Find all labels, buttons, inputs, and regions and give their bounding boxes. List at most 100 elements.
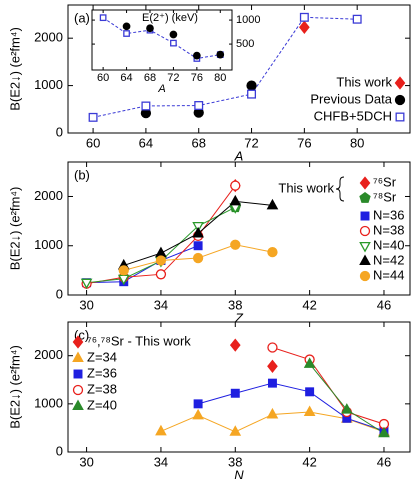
marker	[229, 338, 241, 352]
x-tick-label: 68	[191, 135, 205, 150]
marker	[378, 426, 390, 438]
legend-marker	[359, 270, 371, 282]
marker	[193, 241, 203, 251]
y-tick-label: 1000	[34, 237, 63, 252]
marker	[118, 265, 129, 276]
y-tick-label: 1000	[34, 77, 63, 92]
legend-label: Previous Data	[310, 91, 392, 106]
marker	[267, 342, 278, 353]
y-tick-label: 2000	[34, 30, 63, 45]
marker	[303, 405, 316, 417]
y-axis-title: B(E2↓) (e²fm⁴)	[7, 27, 22, 111]
marker	[299, 20, 310, 34]
legend-label: N=40	[373, 237, 404, 252]
x-axis-title: A	[234, 148, 244, 163]
marker	[155, 269, 167, 280]
x-tick-label: 64	[139, 135, 153, 150]
y-tick-label: 0	[56, 286, 63, 301]
marker	[229, 194, 242, 206]
marker	[141, 101, 151, 111]
legend-label: ⁷⁶Sr	[373, 174, 397, 189]
marker	[266, 198, 279, 210]
marker	[192, 408, 204, 420]
legend-marker	[394, 94, 406, 106]
marker	[267, 246, 278, 258]
marker	[247, 89, 257, 99]
y-tick-label: 2000	[34, 188, 63, 203]
marker	[123, 30, 130, 37]
y-tick-label: 500	[236, 38, 254, 50]
y-axis-title: B(E2↓) (e²fm⁴)	[7, 345, 22, 429]
marker	[230, 388, 240, 398]
marker	[352, 14, 362, 24]
x-tick-label: 60	[97, 72, 109, 84]
panel-label: (a)	[74, 10, 90, 25]
y-tick-label: 1000	[34, 395, 63, 410]
brace	[335, 176, 345, 202]
x-axis-title: N	[234, 467, 244, 479]
x-tick-label: 42	[302, 297, 316, 312]
legend-label: ⁷⁸Sr	[373, 189, 397, 204]
marker	[299, 12, 309, 22]
plot-frame	[91, 9, 233, 71]
x-tick-label: 68	[144, 72, 156, 84]
marker	[267, 378, 277, 388]
marker	[155, 255, 167, 266]
y-axis-title: E(2⁺) (keV)	[142, 12, 198, 24]
panel-label: (b)	[74, 167, 90, 182]
legend-marker	[359, 225, 371, 237]
series-line	[197, 382, 385, 432]
legend-label: Z=40	[87, 397, 117, 412]
legend-label: N=44	[373, 267, 404, 282]
series-line	[272, 347, 385, 425]
marker	[99, 14, 107, 22]
y-tick-label: 2000	[34, 347, 63, 362]
marker	[192, 252, 204, 264]
x-tick-label: 46	[377, 454, 391, 469]
legend-label: N=36	[373, 207, 404, 222]
series-line	[102, 17, 221, 60]
x-tick-label: 46	[377, 297, 391, 312]
legend-marker	[359, 254, 371, 266]
y-axis-title: B(E2↓) (e²fm⁴)	[7, 187, 22, 271]
marker	[80, 278, 93, 290]
legend-label: N=38	[373, 222, 404, 237]
marker	[193, 399, 203, 409]
x-tick-label: 38	[228, 297, 242, 312]
marker	[229, 425, 242, 436]
marker	[267, 359, 278, 373]
legend-label: Z=36	[87, 365, 117, 380]
series-line	[92, 16, 358, 118]
legend-marker	[394, 76, 406, 90]
x-tick-label: 60	[86, 135, 100, 150]
legend-label: N=42	[373, 252, 404, 267]
x-axis-title: A	[157, 83, 165, 95]
marker	[266, 407, 279, 419]
x-axis-title: Z	[234, 310, 244, 325]
legend-marker	[72, 335, 84, 349]
legend-label: Z=38	[87, 381, 117, 396]
y-tick-label: 0	[56, 443, 63, 458]
x-tick-label: 64	[120, 72, 132, 84]
legend-marker	[359, 192, 371, 203]
x-tick-label: 34	[154, 297, 168, 312]
x-tick-label: 72	[244, 135, 258, 150]
marker	[194, 101, 204, 110]
marker	[340, 403, 353, 414]
marker	[88, 112, 98, 122]
marker	[230, 239, 241, 250]
x-tick-label: 80	[214, 72, 226, 84]
x-tick-label: 76	[191, 72, 203, 84]
marker	[193, 51, 201, 60]
marker	[155, 424, 167, 436]
marker	[305, 387, 315, 397]
legend-marker	[73, 369, 83, 379]
marker	[192, 226, 204, 238]
x-tick-label: 42	[302, 454, 316, 469]
marker	[303, 357, 316, 368]
legend-marker	[72, 399, 84, 411]
legend-marker	[360, 211, 370, 221]
x-tick-label: 72	[167, 72, 179, 84]
legend-label: CHFB+5DCH	[314, 108, 392, 123]
